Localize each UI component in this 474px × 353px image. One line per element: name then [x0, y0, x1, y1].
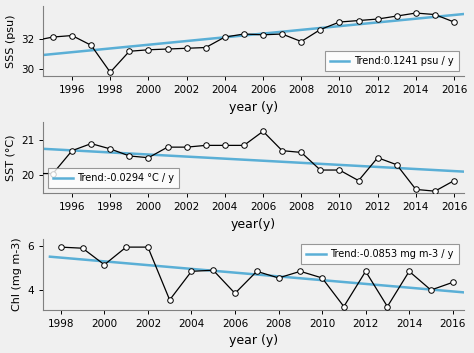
- X-axis label: year (y): year (y): [229, 101, 278, 114]
- X-axis label: year (y): year (y): [229, 334, 278, 347]
- Legend: Trend:-0.0853 mg m-3 / y: Trend:-0.0853 mg m-3 / y: [301, 244, 459, 264]
- Y-axis label: Chl (mg m-3): Chl (mg m-3): [12, 238, 22, 311]
- Y-axis label: SSS (psu): SSS (psu): [6, 14, 16, 67]
- Y-axis label: SST (°C): SST (°C): [6, 134, 16, 181]
- Legend: Trend:0.1241 psu / y: Trend:0.1241 psu / y: [325, 52, 459, 71]
- X-axis label: year(y): year(y): [231, 217, 276, 231]
- Legend: Trend:-0.0294 °C / y: Trend:-0.0294 °C / y: [48, 168, 179, 188]
